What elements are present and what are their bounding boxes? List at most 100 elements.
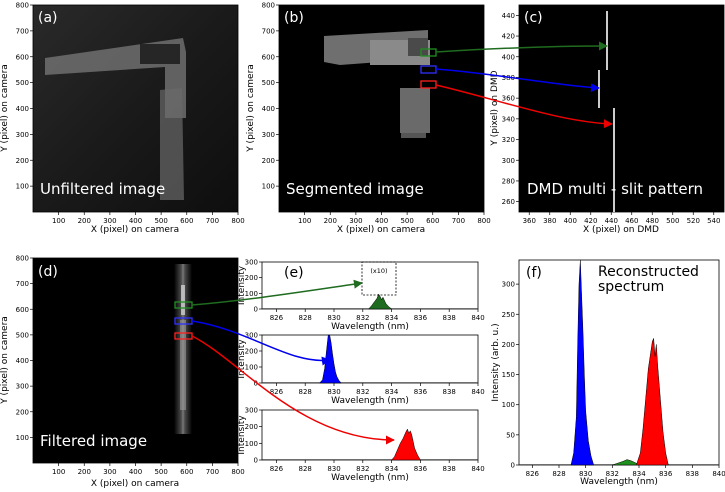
panel-b-ylabel: Y (pixel) on camera — [246, 64, 256, 153]
panel-d-ytick-label: 300 — [16, 383, 29, 391]
panel-b-xtick-label: 500 — [400, 217, 413, 225]
panel-e-middle-xtick-label: 828 — [299, 388, 312, 396]
panel-d-ytick-label: 500 — [16, 331, 29, 339]
panel-f-ytick-label: 200 — [502, 341, 515, 349]
panel-e-bottom-xtick-label: 840 — [471, 465, 484, 473]
panel-a-ytick-label: 700 — [16, 27, 29, 35]
panel-e-middle-xlabel: Wavelength (nm) — [331, 396, 409, 406]
panel-e-bottom-ylabel: Intensity — [237, 415, 247, 455]
panel-f-xtick-label: 834 — [632, 470, 646, 478]
panel-e-middle-xtick-label: 840 — [471, 388, 484, 396]
panel-e-letter: (e) — [284, 265, 304, 281]
panel-d-ytick-label: 600 — [16, 306, 29, 314]
panel-a-ytick-label: 200 — [16, 157, 29, 165]
panel-d-xtick-label: 500 — [154, 468, 167, 476]
panel-a-xtick-label: 700 — [206, 217, 219, 225]
panel-b-ytick-label: 800 — [262, 2, 275, 10]
panel-b-xtick-label: 600 — [426, 217, 439, 225]
panel-f-xtick-label: 830 — [579, 470, 592, 478]
panel-d-ytick-label: 200 — [16, 408, 29, 416]
panel-c-xtick-label: 360 — [523, 217, 536, 225]
panel-f-xtick-label: 826 — [526, 470, 540, 478]
panel-a-ytick-label: 300 — [16, 131, 29, 139]
panel-e-bottom-xtick-label: 838 — [443, 465, 456, 473]
arrow-blue-b-c — [435, 68, 600, 93]
panel-d-xtick-label: 700 — [206, 468, 219, 476]
panel-c-xtick-label: 520 — [687, 217, 700, 225]
panel-a-ylabel: Y (pixel) on camera — [0, 64, 10, 153]
panel-f-ytick-label: 300 — [502, 281, 515, 289]
panel-e-middle-ytick-label: 0 — [254, 380, 258, 388]
panel-c-letter: (c) — [524, 10, 543, 26]
panel-b-ytick-label: 500 — [262, 79, 275, 87]
panel-b-segment-leg-low — [401, 133, 426, 138]
panel-b-ytick-label: 400 — [262, 105, 275, 113]
panel-e-top-xtick-label: 836 — [414, 314, 428, 322]
panel-e-bottom-xtick-label: 830 — [327, 465, 340, 473]
panel-a-xlabel: X (pixel) on camera — [91, 225, 179, 235]
panel-c-xtick-label: 460 — [625, 217, 638, 225]
panel-f-xtick-label: 828 — [552, 470, 565, 478]
panel-a-xtick-label: 300 — [103, 217, 116, 225]
panel-e-top-xtick-label: 832 — [356, 314, 369, 322]
panel-e-bottom-xtick-label: 826 — [270, 465, 284, 473]
panel-c-ylabel: Y (pixel) on DMD — [490, 70, 500, 146]
panel-b-ytick-label: 100 — [262, 183, 275, 191]
panel-e-top-ytick-label: 200 — [245, 274, 258, 282]
panel-e-zoom-label: (x10) — [370, 267, 387, 275]
panel-f-xtick-label: 840 — [712, 470, 725, 478]
panel-e-bottom-ytick-label: 200 — [245, 423, 258, 431]
panel-c-ytick-label: 340 — [502, 115, 515, 123]
panel-c-xtick-label: 400 — [564, 217, 577, 225]
panel-a-ytick-label: 100 — [16, 183, 29, 191]
panel-e-middle-xtick-label: 834 — [385, 388, 399, 396]
panel-c-ytick-label: 380 — [502, 74, 515, 82]
panel-a-ytick-label: 800 — [16, 2, 29, 10]
panel-a-xtick-label: 800 — [231, 217, 244, 225]
panel-d-xlabel: X (pixel) on camera — [91, 479, 179, 489]
panel-c-xtick-label: 480 — [646, 217, 659, 225]
panel-a-ytick-label: 600 — [16, 53, 29, 61]
panel-e-zoom-box — [361, 261, 397, 296]
panel-b-red-box — [420, 80, 437, 89]
panel-c-image — [518, 4, 725, 213]
panel-d-xtick-label: 100 — [52, 468, 65, 476]
panel-f-series-red — [635, 338, 669, 466]
panel-a-letter: (a) — [38, 10, 58, 26]
panel-f-title-2: spectrum — [598, 279, 664, 295]
panel-e-bottom-xtick-label: 828 — [299, 465, 312, 473]
panel-b-green-box — [420, 48, 437, 57]
arrow-green-b-c — [435, 41, 608, 53]
panel-b-ytick-label: 300 — [262, 131, 275, 139]
panel-d-letter: (d) — [38, 264, 58, 280]
panel-e-sub1: 826 828 830 832 834 836 838 840 0 100 200 300 Wavele… — [237, 259, 485, 333]
panel-e: 826 828 830 832 834 836 838 840 0 100 200 300 Wavele… — [237, 259, 485, 484]
panel-f-letter: (f) — [526, 265, 542, 281]
panel-f-ytick-label: 0 — [511, 462, 515, 470]
panel-c: DMD multi - slit pattern (c) 360 380 400 42… — [490, 4, 725, 235]
panel-e-top-series-panel-e-top — [367, 293, 393, 310]
panel-d-image — [32, 257, 239, 464]
panel-c-overlay-label: DMD multi - slit pattern — [527, 180, 703, 198]
panel-e-middle-ytick-label: 100 — [245, 364, 258, 372]
panel-e-bottom-xlabel: Wavelength (nm) — [331, 473, 409, 483]
panel-e-middle-xtick-label: 830 — [327, 388, 340, 396]
panel-e-middle-ylabel: Intensity — [237, 339, 247, 379]
panel-d-beam-bright — [181, 285, 185, 315]
panel-f-axes — [518, 259, 720, 466]
panel-f-xtick-label: 838 — [686, 470, 699, 478]
panel-e-top-xtick-label: 838 — [443, 314, 456, 322]
panel-c-ytick-label: 320 — [502, 136, 515, 144]
panel-d-ytick-label: 100 — [16, 434, 29, 442]
arrow-green-d-e — [191, 279, 363, 306]
panel-f-ytick-label: 250 — [502, 311, 515, 319]
panel-e-top-ytick-label: 100 — [245, 290, 258, 298]
panel-a-xtick-label: 200 — [78, 217, 91, 225]
panel-c-xtick-label: 380 — [543, 217, 556, 225]
panel-a-xtick-label: 500 — [154, 217, 167, 225]
panel-e-top-xtick-label: 830 — [327, 314, 340, 322]
panel-f: 826 828 830 832 834 836 838 840 0 50 100 150 200 250 3… — [491, 259, 725, 487]
panel-b-xlabel: X (pixel) on camera — [337, 225, 425, 235]
panel-c-ytick-label: 440 — [502, 12, 515, 20]
panel-e-middle-xtick-label: 826 — [270, 388, 284, 396]
